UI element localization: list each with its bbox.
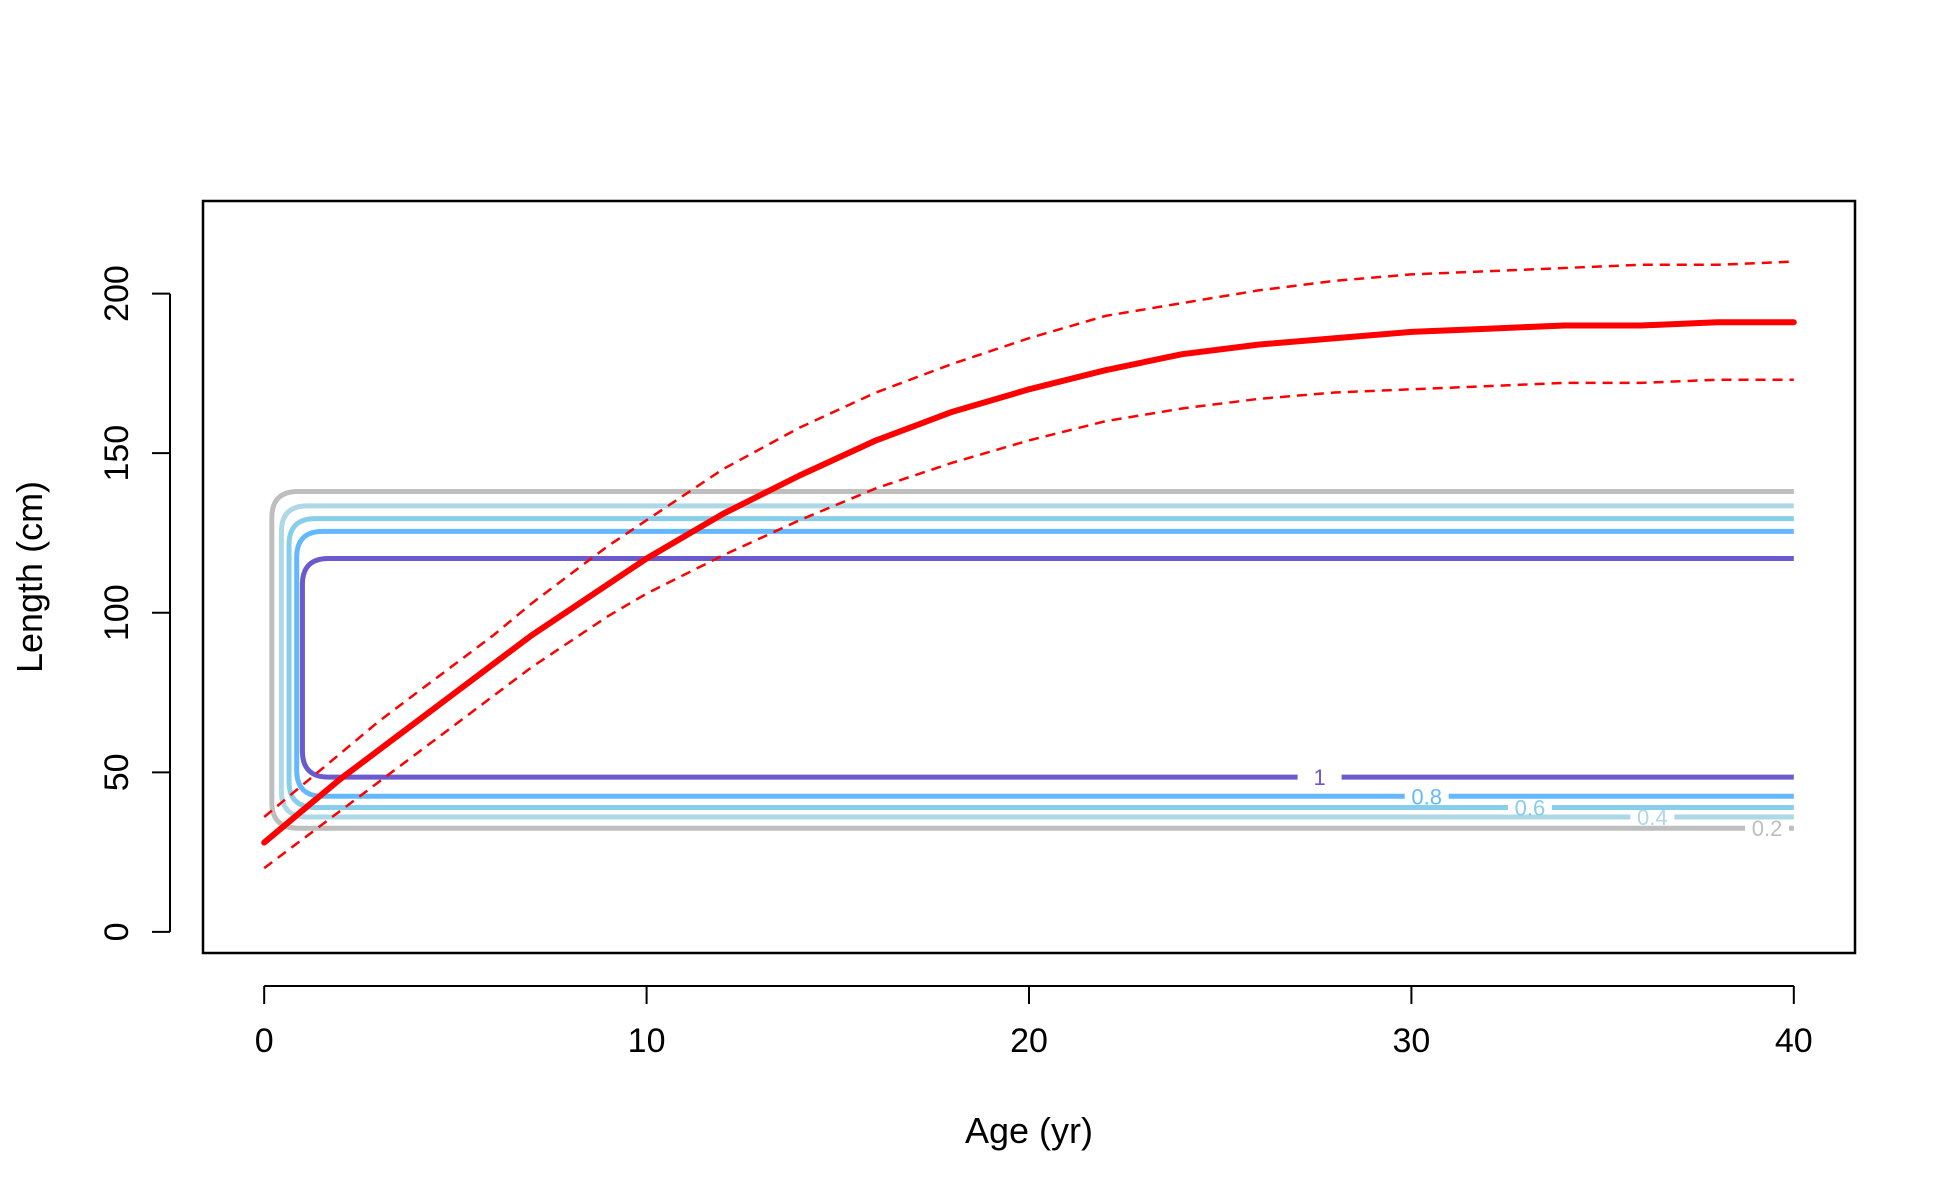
contour-label-0.6: 0.6 xyxy=(1515,795,1546,820)
y-tick-label: 100 xyxy=(98,584,136,641)
x-tick-label: 30 xyxy=(1392,1022,1430,1060)
series-line-mean xyxy=(261,319,1797,846)
contour-line-0.8 xyxy=(294,528,1794,799)
contour-label-0.8: 0.8 xyxy=(1411,784,1442,809)
contour-label-gap xyxy=(1630,811,1675,824)
axes: 0 10 20 30 40 0 50 100 150 200 xyxy=(98,265,1813,1060)
x-tick-label: 20 xyxy=(1010,1022,1048,1060)
contour-label-1: 1 xyxy=(1314,765,1326,790)
contour-label-gap xyxy=(1297,771,1342,784)
x-tick-label: 40 xyxy=(1775,1022,1813,1060)
y-tick-label: 150 xyxy=(98,425,136,482)
contour-label-0.2: 0.2 xyxy=(1752,816,1783,841)
series-line-lower xyxy=(263,378,1794,870)
contour-line-1 xyxy=(299,555,1794,780)
contour-line-0.6 xyxy=(286,516,1794,810)
x-tick-label: 10 xyxy=(628,1022,666,1060)
contour-line-0.4 xyxy=(278,503,1794,820)
y-axis-title: Length (cm) xyxy=(9,481,50,673)
series-line-upper xyxy=(263,260,1794,818)
contour-lines: 0.20.40.60.81 xyxy=(269,488,1794,841)
growth-curves xyxy=(261,260,1797,870)
contour-label-gap xyxy=(1404,790,1449,803)
y-tick-label: 200 xyxy=(98,265,136,322)
plot-frame xyxy=(201,199,1857,955)
x-tick-label: 0 xyxy=(255,1022,274,1060)
y-tick-label: 0 xyxy=(98,922,136,941)
contour-label-gap xyxy=(1745,822,1790,835)
y-tick-label: 50 xyxy=(98,753,136,791)
x-axis-title: Age (yr) xyxy=(965,1110,1093,1151)
contour-label-gap xyxy=(1507,801,1552,814)
